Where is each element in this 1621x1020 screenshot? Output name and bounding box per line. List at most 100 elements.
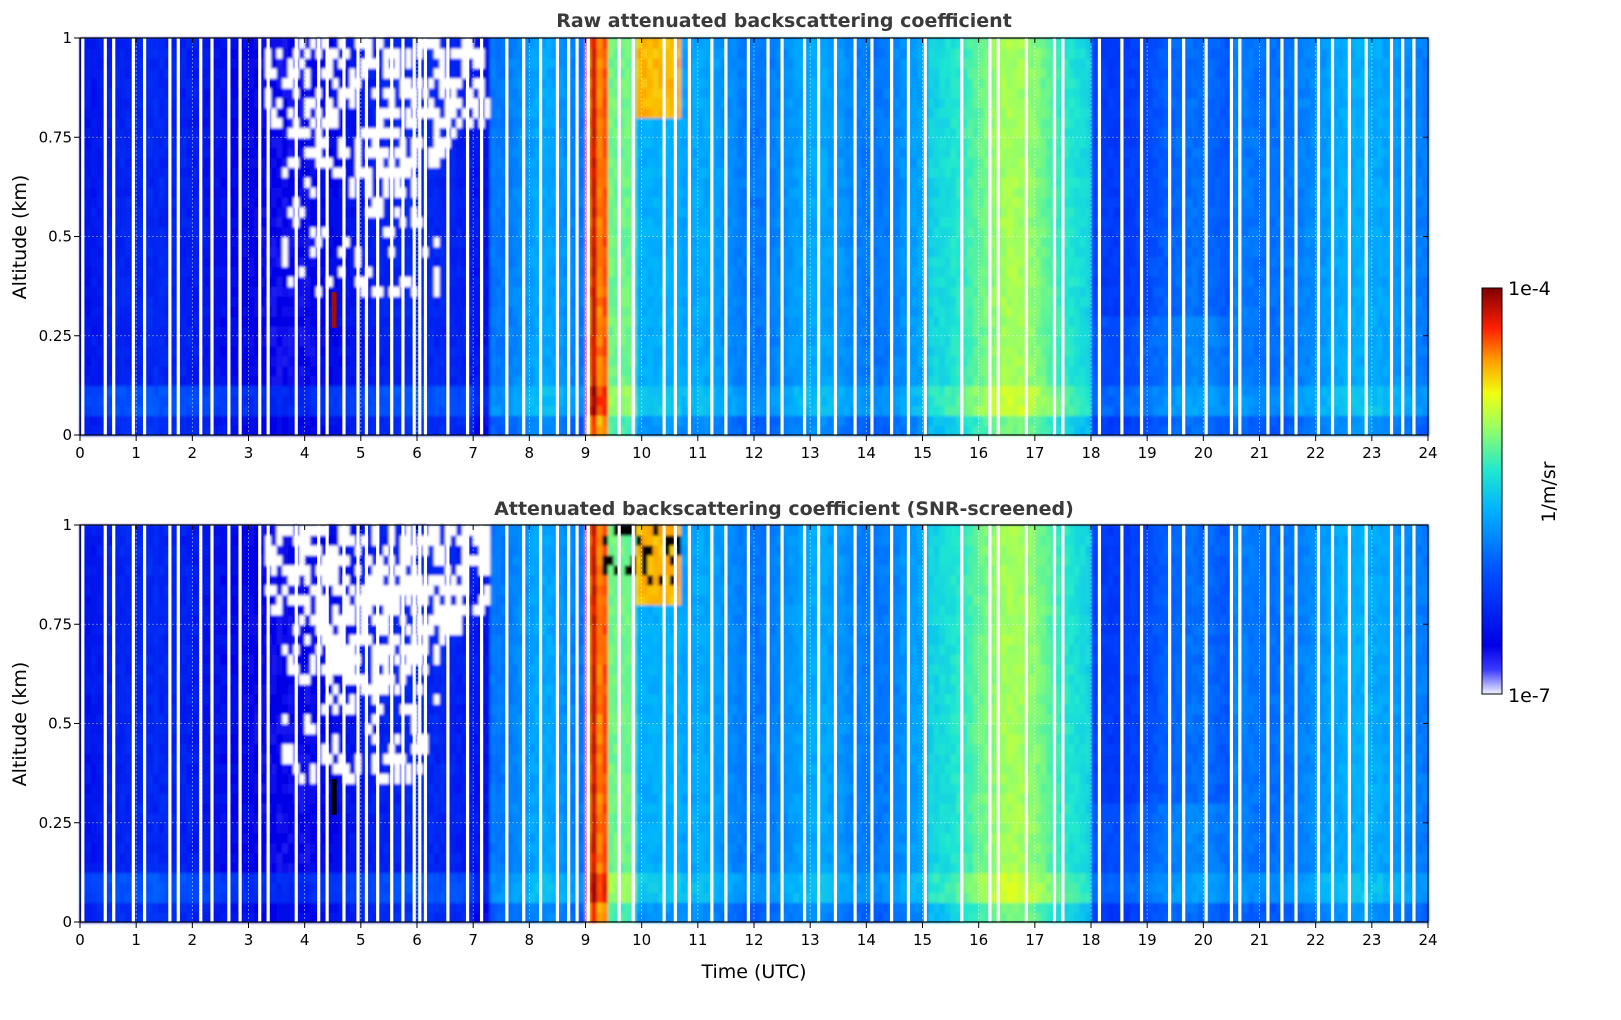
- heatmap-cell: [456, 147, 463, 158]
- heatmap-cell: [748, 276, 755, 287]
- heatmap-cell: [501, 276, 508, 287]
- heatmap-cell: [113, 147, 121, 158]
- heatmap-cell: [680, 355, 688, 367]
- heatmap-cell: [366, 176, 373, 188]
- heatmap-cell: [484, 226, 491, 238]
- heatmap-cell: [473, 375, 480, 387]
- heatmap-cell: [220, 266, 227, 277]
- heatmap-cell: [428, 405, 435, 416]
- heatmap-cell: [96, 375, 104, 387]
- heatmap-cell: [636, 107, 643, 119]
- heatmap-cell: [113, 286, 121, 297]
- heatmap-cell: [748, 226, 755, 238]
- heatmap-cell: [383, 147, 390, 158]
- heatmap-cell: [276, 276, 283, 287]
- heatmap-cell: [506, 176, 514, 188]
- heatmap-cell: [546, 425, 553, 436]
- heatmap-cell: [304, 107, 312, 119]
- heatmap-cell: [321, 226, 328, 238]
- heatmap-cell: [596, 157, 604, 168]
- heatmap-cell: [287, 375, 295, 387]
- heatmap-cell: [299, 226, 306, 238]
- heatmap-cell: [607, 335, 615, 347]
- heatmap-cell: [490, 425, 497, 436]
- heatmap-cell: [136, 47, 143, 59]
- heatmap-cell: [343, 226, 351, 238]
- heatmap-cell: [742, 47, 750, 59]
- heatmap-cell: [703, 97, 710, 109]
- heatmap-cell: [647, 107, 654, 119]
- heatmap-cell: [270, 47, 278, 59]
- heatmap-cell: [579, 226, 587, 238]
- heatmap-cell: [731, 335, 738, 347]
- heatmap-cell: [372, 226, 379, 238]
- heatmap-cell: [343, 107, 351, 119]
- heatmap-cell: [602, 117, 609, 129]
- heatmap-cell: [366, 206, 373, 218]
- heatmap-cell: [669, 67, 677, 79]
- heatmap-cell: [119, 157, 126, 168]
- heatmap-cell: [613, 107, 620, 119]
- heatmap-cell: [450, 236, 458, 248]
- heatmap-cell: [366, 157, 373, 168]
- heatmap-cell: [304, 276, 312, 287]
- heatmap-cell: [563, 77, 570, 89]
- heatmap-cell: [377, 296, 385, 307]
- heatmap-cell: [770, 286, 778, 297]
- heatmap-cell: [675, 38, 682, 49]
- heatmap-cell: [546, 256, 553, 268]
- heatmap-cell: [697, 216, 705, 228]
- heatmap-cell: [108, 365, 115, 377]
- heatmap-cell: [725, 176, 733, 188]
- heatmap-cell: [495, 167, 503, 178]
- heatmap-cell: [394, 67, 401, 79]
- heatmap-cell: [287, 127, 295, 139]
- heatmap-cell: [383, 186, 390, 198]
- heatmap-cell: [664, 186, 671, 198]
- heatmap-cell: [754, 395, 761, 407]
- heatmap-cell: [85, 286, 93, 297]
- heatmap-cell: [136, 276, 143, 287]
- heatmap-cell: [372, 335, 379, 347]
- heatmap-cell: [214, 236, 222, 248]
- heatmap-cell: [248, 256, 255, 268]
- heatmap-cell: [136, 196, 143, 208]
- heatmap-cell: [192, 415, 199, 426]
- heatmap-cell: [770, 157, 778, 168]
- heatmap-cell: [495, 47, 503, 59]
- heatmap-cell: [748, 286, 755, 297]
- heatmap-cell: [596, 137, 604, 148]
- heatmap-cell: [557, 345, 564, 357]
- heatmap-cell: [675, 246, 682, 258]
- heatmap-cell: [327, 305, 334, 317]
- heatmap-cell: [546, 395, 553, 407]
- heatmap-cell: [540, 305, 547, 317]
- heatmap-cell: [624, 67, 632, 79]
- heatmap-cell: [461, 375, 469, 387]
- heatmap-cell: [428, 47, 435, 59]
- heatmap-cell: [377, 147, 385, 158]
- heatmap-cell: [383, 107, 390, 119]
- heatmap-cell: [377, 365, 385, 377]
- heatmap-cell: [652, 325, 660, 337]
- heatmap-cell: [652, 415, 660, 426]
- heatmap-cell: [214, 395, 222, 407]
- heatmap-cell: [108, 266, 115, 277]
- heatmap-cell: [748, 395, 755, 407]
- heatmap-cell: [568, 47, 576, 59]
- heatmap-cell: [540, 256, 547, 268]
- heatmap-cell: [754, 57, 761, 69]
- heatmap-cell: [242, 256, 250, 268]
- heatmap-cell: [675, 355, 682, 367]
- heatmap-cell: [248, 77, 255, 89]
- heatmap-cell: [186, 157, 194, 168]
- heatmap-cell: [214, 365, 222, 377]
- heatmap-cell: [742, 236, 750, 248]
- heatmap-cell: [282, 87, 289, 99]
- heatmap-cell: [602, 276, 609, 287]
- heatmap-cell: [270, 216, 278, 228]
- heatmap-cell: [641, 305, 649, 317]
- heatmap-cell: [467, 395, 474, 407]
- heatmap-cell: [248, 325, 255, 337]
- heatmap-cell: [186, 117, 194, 129]
